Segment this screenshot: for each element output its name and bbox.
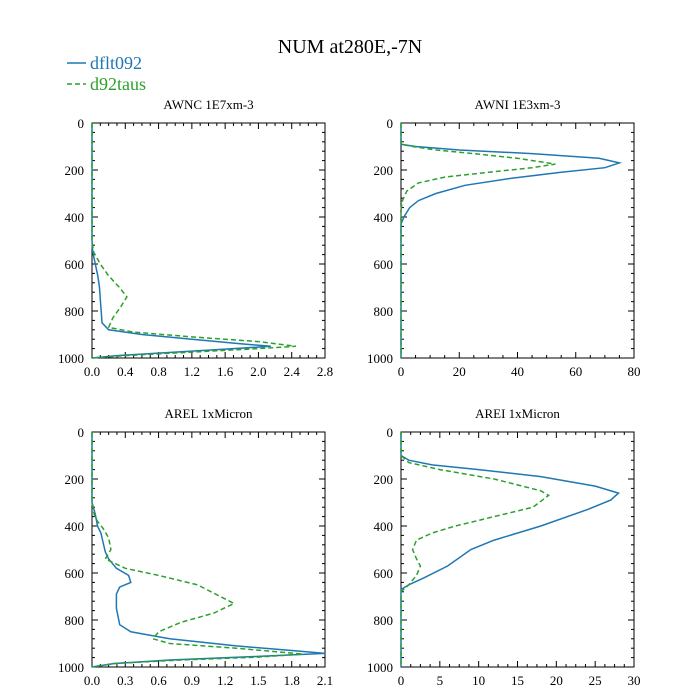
x-tick-label: 1.2 (217, 673, 233, 688)
x-tick-label: 2.0 (250, 364, 266, 379)
x-tick-label: 2.8 (317, 364, 333, 379)
x-tick-label: 20 (550, 673, 563, 688)
y-tick-label: 600 (374, 257, 394, 272)
x-tick-label: 0.3 (117, 673, 133, 688)
y-tick-label: 600 (374, 566, 394, 581)
x-tick-label: 1.8 (284, 673, 300, 688)
legend-label-dflt092: dflt092 (90, 53, 142, 73)
panel-1: AWNC 1E7xm-3 0.0 0.4 0.8 1.2 1.6 2.0 2.4 2.8 0 200… (58, 97, 333, 379)
panel-title: AREL 1xMicron (165, 406, 253, 421)
x-tick-label: 1.5 (250, 673, 266, 688)
series-line-d92taus (400, 432, 550, 667)
y-tick-label: 0 (387, 425, 394, 440)
plot-frame (91, 122, 326, 359)
y-tick-label: 600 (65, 566, 85, 581)
series-line-d92taus (91, 432, 303, 668)
y-tick-label: 800 (374, 613, 394, 628)
panel-title: AWNC 1E7xm-3 (163, 97, 253, 112)
y-tick-label: 0 (78, 116, 85, 131)
y-tick-label: 800 (65, 613, 85, 628)
panel-3: AREL 1xMicron 0.0 0.3 0.6 0.9 1.2 1.5 1.8 2.1 0 20… (58, 406, 333, 688)
series-line-d92taus (91, 123, 296, 359)
y-tick-label: 200 (65, 163, 85, 178)
y-tick-label: 800 (374, 304, 394, 319)
y-tick-label: 1000 (367, 351, 393, 366)
series-line-dflt092 (91, 123, 271, 359)
x-tick-label: 2.1 (317, 673, 333, 688)
plot-frame (91, 431, 326, 668)
panel-4: AREI 1xMicron 0 5 10 15 20 25 30 0 200 400 600 800 10… (367, 406, 641, 688)
x-tick-label: 15 (511, 673, 524, 688)
x-tick-label: 0.8 (150, 364, 166, 379)
y-tick-label: 400 (65, 519, 85, 534)
legend: dflt092 d92taus (67, 53, 146, 94)
x-tick-label: 30 (628, 673, 641, 688)
y-tick-label: 200 (374, 163, 394, 178)
series-line-dflt092 (400, 432, 620, 667)
panel-title: AWNI 1E3xm-3 (475, 97, 561, 112)
y-tick-label: 1000 (367, 660, 393, 675)
y-tick-label: 800 (65, 304, 85, 319)
x-tick-label: 60 (569, 364, 582, 379)
y-tick-label: 1000 (58, 351, 84, 366)
x-tick-label: 0.0 (84, 364, 100, 379)
y-tick-label: 400 (65, 210, 85, 225)
x-tick-label: 80 (628, 364, 641, 379)
x-tick-label: 25 (589, 673, 602, 688)
x-tick-label: 1.2 (184, 364, 200, 379)
y-tick-label: 200 (374, 472, 394, 487)
y-tick-label: 0 (78, 425, 85, 440)
series-line-d92taus (400, 123, 556, 358)
x-tick-label: 0 (398, 364, 405, 379)
y-tick-label: 0 (387, 116, 394, 131)
legend-label-d92taus: d92taus (90, 74, 146, 94)
y-tick-label: 400 (374, 519, 394, 534)
x-tick-label: 0.9 (184, 673, 200, 688)
y-tick-label: 400 (374, 210, 394, 225)
y-tick-label: 200 (65, 472, 85, 487)
x-tick-label: 0.4 (117, 364, 134, 379)
x-tick-label: 10 (472, 673, 485, 688)
x-tick-label: 20 (453, 364, 466, 379)
x-tick-label: 2.4 (284, 364, 301, 379)
plot-frame (400, 431, 635, 668)
series-line-dflt092 (91, 432, 326, 668)
x-tick-label: 1.6 (217, 364, 234, 379)
y-tick-label: 600 (65, 257, 85, 272)
x-tick-label: 0.0 (84, 673, 100, 688)
y-tick-label: 1000 (58, 660, 84, 675)
x-tick-label: 40 (511, 364, 524, 379)
figure-title: NUM at280E,-7N (278, 36, 422, 58)
x-tick-label: 0 (398, 673, 405, 688)
x-tick-label: 5 (437, 673, 444, 688)
x-tick-label: 0.6 (150, 673, 167, 688)
panel-title: AREI 1xMicron (475, 406, 560, 421)
